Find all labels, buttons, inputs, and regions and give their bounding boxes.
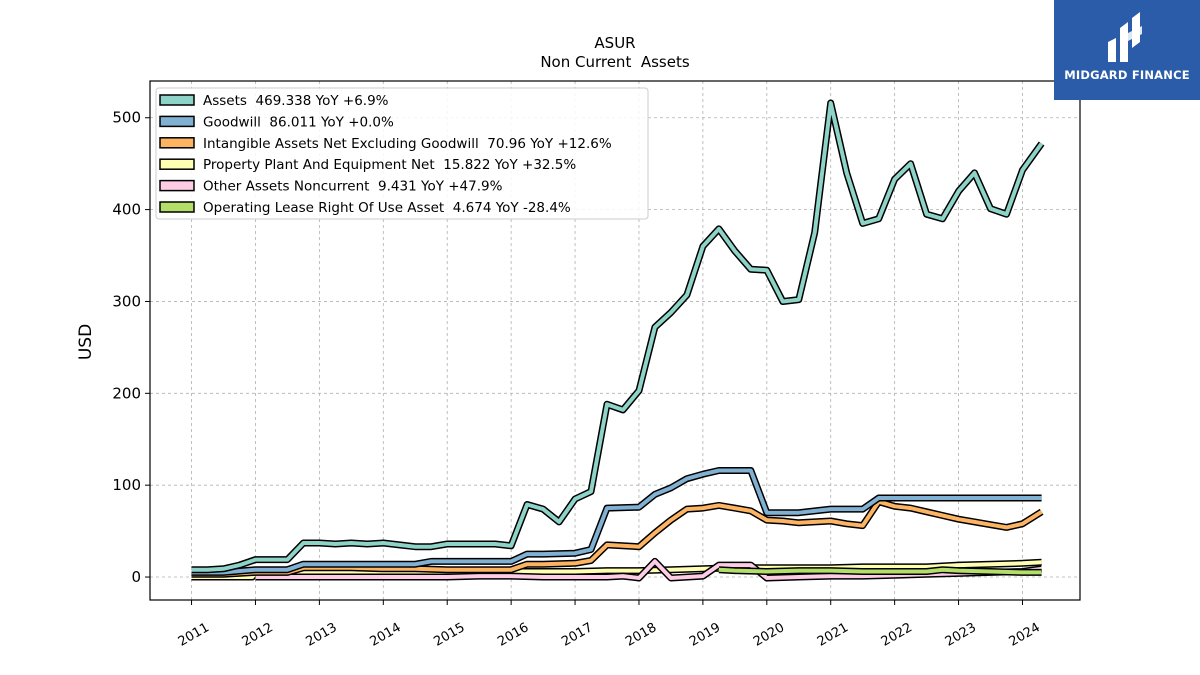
y-tick-label: 200	[112, 384, 141, 402]
y-tick-label: 0	[131, 568, 141, 586]
series-property-plant-and-equipment-net	[191, 558, 1042, 581]
legend-item: Property Plant And Equipment Net 15.822 …	[159, 157, 576, 173]
x-tick-label: 2014	[367, 620, 403, 650]
series-intangible-assets-net-excluding-goodwill	[191, 498, 1044, 578]
legend: Assets 469.338 YoY +6.9% Goodwill 86.011 …	[155, 87, 649, 220]
x-tick-label: 2015	[431, 620, 467, 650]
series-line	[191, 499, 1043, 577]
y-axis-label: USD	[76, 324, 96, 360]
legend-item: Goodwill 86.011 YoY +0.0%	[159, 114, 394, 130]
brand-mark-icon	[1108, 12, 1142, 62]
legend-label: Other Assets Noncurrent 9.431 YoY +47.9%	[203, 179, 503, 195]
x-tick-label: 2016	[495, 620, 531, 650]
series-assets	[191, 99, 1045, 574]
legend-item: Other Assets Noncurrent 9.431 YoY +47.9%	[159, 179, 503, 195]
x-tick-label: 2011	[176, 620, 212, 650]
y-tick-label: 100	[112, 476, 141, 494]
x-tick-label: 2020	[751, 620, 787, 650]
x-axis: 2011 2012 2013 2014 2015 2016 2017 2018 2019 2020…	[176, 600, 1043, 650]
legend-swatch	[159, 179, 195, 192]
brand-logo: MIDGARD FINANCE	[1054, 0, 1200, 100]
brand-name: MIDGARD FINANCE	[1064, 68, 1190, 82]
series-goodwill	[191, 467, 1042, 576]
x-tick-label: 2013	[304, 620, 340, 650]
chart-subtitle: Non Current Assets	[540, 53, 690, 71]
legend-label: Intangible Assets Net Excluding Goodwill…	[203, 136, 612, 152]
legend-label: Operating Lease Right Of Use Asset 4.674…	[203, 200, 571, 216]
legend-swatch	[159, 137, 195, 149]
x-tick-label: 2023	[943, 620, 979, 650]
x-tick-label: 2024	[1007, 620, 1043, 650]
y-tick-label: 400	[112, 201, 141, 219]
legend-swatch	[159, 158, 195, 170]
legend-swatch	[159, 201, 195, 213]
x-tick-label: 2012	[240, 620, 276, 650]
legend-swatch	[159, 94, 195, 106]
legend-item: Assets 469.338 YoY +6.9%	[159, 93, 389, 109]
x-tick-label: 2019	[687, 620, 723, 650]
legend-item: Intangible Assets Net Excluding Goodwill…	[159, 136, 612, 152]
x-tick-label: 2021	[815, 620, 851, 650]
series-line	[191, 468, 1042, 575]
legend-item: Operating Lease Right Of Use Asset 4.674…	[159, 200, 571, 216]
series-line	[191, 101, 1044, 572]
y-tick-label: 300	[112, 292, 141, 310]
series-operating-lease-right-of-use-asset	[718, 566, 1042, 576]
x-tick-label: 2018	[623, 620, 659, 650]
series-line	[718, 567, 1042, 575]
legend-label: Assets 469.338 YoY +6.9%	[203, 93, 389, 109]
legend-label: Goodwill 86.011 YoY +0.0%	[203, 114, 394, 130]
legend-label: Property Plant And Equipment Net 15.822 …	[203, 157, 576, 173]
y-tick-label: 500	[112, 109, 141, 127]
chart-title: ASUR	[594, 34, 635, 52]
x-tick-label: 2022	[879, 620, 915, 650]
plot-area-frame	[149, 80, 1081, 601]
legend-box	[155, 87, 649, 220]
x-tick-label: 2017	[559, 620, 595, 650]
legend-swatch	[159, 115, 195, 128]
series-layer	[191, 99, 1045, 582]
y-axis: 0 100 200 300 400 500	[112, 109, 150, 586]
series-line	[191, 560, 1042, 579]
